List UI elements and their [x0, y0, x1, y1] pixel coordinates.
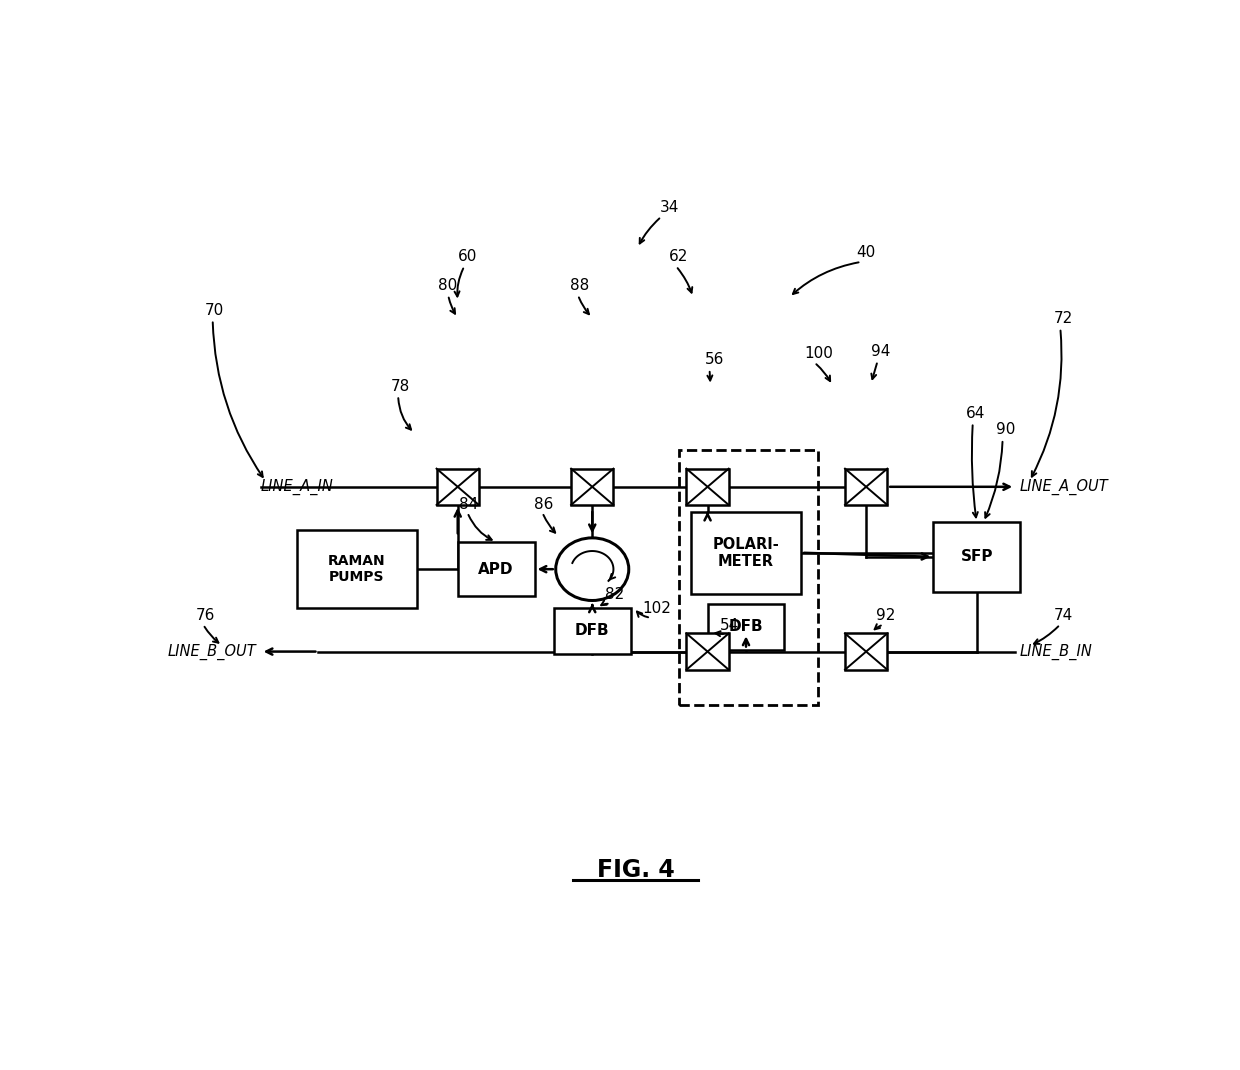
Text: POLARI-
METER: POLARI- METER	[713, 536, 780, 569]
Text: 102: 102	[642, 601, 671, 616]
Text: FIG. 4: FIG. 4	[596, 858, 675, 882]
Text: LINE_A_IN: LINE_A_IN	[260, 478, 334, 495]
Bar	[687, 469, 729, 505]
Bar	[844, 469, 888, 505]
Bar	[296, 530, 417, 609]
Text: RAMAN
PUMPS: RAMAN PUMPS	[329, 554, 386, 584]
Text: 80: 80	[439, 278, 458, 293]
Bar	[554, 609, 631, 654]
Text: 94: 94	[870, 345, 890, 360]
Text: 56: 56	[704, 352, 724, 367]
Text: LINE_B_OUT: LINE_B_OUT	[167, 643, 255, 660]
Text: 62: 62	[670, 249, 688, 264]
Text: 90: 90	[996, 423, 1016, 438]
Text: SFP: SFP	[961, 549, 993, 564]
Bar	[934, 522, 1019, 592]
Bar	[572, 469, 614, 505]
Bar	[458, 542, 534, 596]
Text: DFB: DFB	[729, 620, 764, 635]
Bar	[708, 605, 785, 649]
Text: 34: 34	[660, 200, 680, 215]
Text: 76: 76	[196, 608, 215, 623]
Bar	[844, 633, 888, 670]
Text: 72: 72	[1054, 311, 1073, 326]
Bar	[436, 469, 479, 505]
Text: 40: 40	[857, 245, 875, 260]
Bar	[678, 449, 818, 705]
Text: 54: 54	[720, 617, 739, 632]
Text: 70: 70	[205, 303, 224, 318]
Text: LINE_B_IN: LINE_B_IN	[1019, 643, 1092, 660]
Text: 92: 92	[875, 608, 895, 623]
Circle shape	[556, 538, 629, 600]
Text: 100: 100	[805, 346, 833, 361]
Bar	[687, 633, 729, 670]
Text: APD: APD	[479, 562, 513, 577]
Text: 84: 84	[459, 496, 477, 511]
Text: 88: 88	[570, 278, 589, 293]
Text: 74: 74	[1054, 608, 1073, 623]
Bar	[691, 511, 801, 594]
Text: 64: 64	[966, 406, 986, 421]
Text: LINE_A_OUT: LINE_A_OUT	[1019, 478, 1109, 495]
Text: 86: 86	[533, 496, 553, 511]
Text: 60: 60	[458, 249, 477, 264]
Text: 78: 78	[391, 379, 409, 394]
Text: 82: 82	[605, 587, 624, 602]
Text: DFB: DFB	[575, 624, 610, 639]
